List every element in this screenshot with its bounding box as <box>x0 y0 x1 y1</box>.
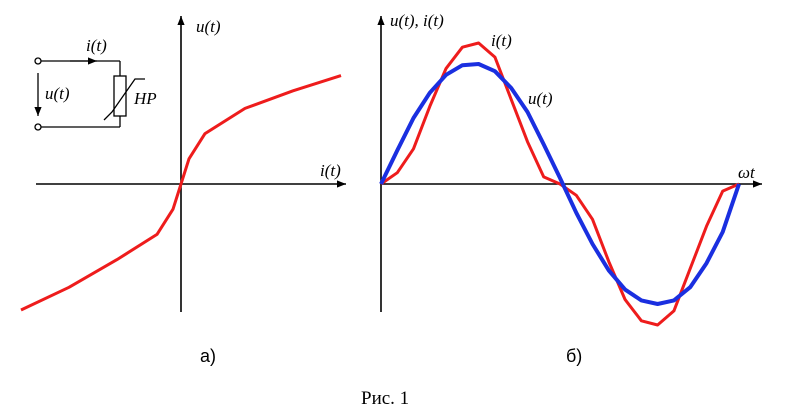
nonlinear-resistor <box>113 75 127 117</box>
panel-a: u(t) i(t) i(t) u(t) НР а) <box>20 16 346 366</box>
voltage-curve-label: u(t) <box>528 89 553 108</box>
panel-a-x-axis-label: i(t) <box>320 161 341 180</box>
panel-a-y-axis-label: u(t) <box>196 17 221 36</box>
figure-caption: Рис. 1 <box>361 388 409 409</box>
panel-b-y-axis-label: u(t), i(t) <box>390 11 444 30</box>
panel-b-x-axis-label: ωt <box>738 163 756 182</box>
circuit-schematic: i(t) u(t) НР <box>34 36 157 131</box>
panel-a-caption: а) <box>200 346 216 366</box>
terminal-top <box>34 57 42 65</box>
nonlinear-resistor-label: НР <box>133 89 157 108</box>
nonlinearity-mark <box>103 78 145 121</box>
volt-ampere-characteristic-curve <box>20 74 342 312</box>
current-curve-label: i(t) <box>491 31 512 50</box>
terminal-bottom <box>34 123 42 131</box>
panel-b-caption: б) <box>566 346 582 366</box>
circuit-voltage-label: u(t) <box>45 84 70 103</box>
panel-b: u(t), i(t) ωt i(t) u(t) б) <box>377 11 762 366</box>
voltage-curve <box>379 62 741 306</box>
circuit-current-label: i(t) <box>86 36 107 55</box>
